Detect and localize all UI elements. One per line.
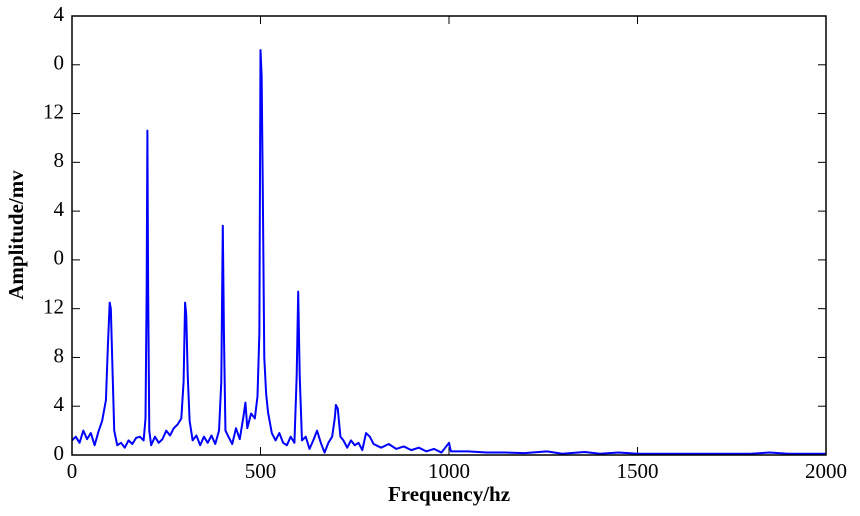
y-tick-label: 4 — [54, 2, 65, 26]
y-tick-label: 8 — [54, 148, 65, 172]
y-tick-label: 0 — [54, 246, 65, 270]
line — [71, 49, 826, 455]
y-tick-label: 8 — [54, 343, 65, 367]
x-tick-label: 1000 — [428, 459, 470, 483]
y-tick-label: 12 — [43, 294, 64, 318]
plot-frame — [71, 15, 827, 456]
x-tick-label: 0 — [67, 459, 78, 483]
y-axis-label: Amplitude/mv — [4, 170, 28, 300]
y-tick-label: 4 — [54, 392, 65, 416]
x-tick-label: 2000 — [805, 459, 847, 483]
y-tick-label: 12 — [43, 99, 64, 123]
x-tick-label: 500 — [245, 459, 277, 483]
y-tick-label: 0 — [54, 441, 65, 465]
y-tick-label: 4 — [54, 197, 65, 221]
x-axis-label: Frequency/hz — [388, 482, 510, 506]
y-tick-label: 0 — [54, 51, 65, 75]
x-tick-label: 1500 — [617, 459, 659, 483]
